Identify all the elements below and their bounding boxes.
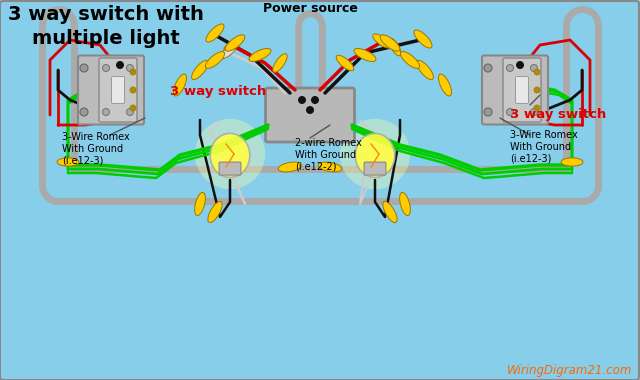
FancyBboxPatch shape	[503, 58, 541, 122]
Circle shape	[506, 109, 513, 116]
Polygon shape	[561, 158, 583, 166]
Text: 3 way switch: 3 way switch	[510, 108, 606, 121]
Circle shape	[116, 61, 124, 69]
Polygon shape	[372, 34, 391, 48]
Circle shape	[102, 65, 109, 71]
Polygon shape	[417, 60, 433, 79]
Circle shape	[298, 96, 306, 104]
Circle shape	[311, 96, 319, 104]
Polygon shape	[173, 74, 186, 96]
Polygon shape	[205, 52, 225, 68]
Polygon shape	[438, 74, 451, 96]
Ellipse shape	[355, 133, 395, 177]
Polygon shape	[380, 35, 400, 51]
FancyBboxPatch shape	[111, 76, 125, 103]
Polygon shape	[195, 193, 205, 215]
Circle shape	[534, 69, 540, 75]
Circle shape	[80, 64, 88, 72]
FancyBboxPatch shape	[78, 55, 144, 125]
Text: 3-Wire Romex
With Ground
(i.e12-3): 3-Wire Romex With Ground (i.e12-3)	[62, 132, 130, 165]
Polygon shape	[399, 193, 410, 215]
Circle shape	[195, 119, 265, 189]
Polygon shape	[220, 45, 236, 59]
Text: WiringDigram21.com: WiringDigram21.com	[507, 364, 632, 377]
Circle shape	[102, 109, 109, 116]
Polygon shape	[273, 54, 287, 72]
Circle shape	[130, 105, 136, 111]
FancyBboxPatch shape	[99, 58, 137, 122]
FancyBboxPatch shape	[515, 76, 529, 103]
Circle shape	[340, 119, 410, 189]
FancyBboxPatch shape	[266, 88, 355, 142]
Circle shape	[484, 108, 492, 116]
Circle shape	[130, 87, 136, 93]
Text: 2-wire Romex
With Ground
(i.e12-2): 2-wire Romex With Ground (i.e12-2)	[295, 138, 362, 171]
Text: Power source: Power source	[262, 2, 357, 15]
Circle shape	[130, 69, 136, 75]
Polygon shape	[225, 35, 244, 51]
Polygon shape	[336, 55, 354, 71]
Circle shape	[127, 109, 134, 116]
Circle shape	[534, 105, 540, 111]
Circle shape	[506, 65, 513, 71]
FancyBboxPatch shape	[364, 162, 386, 175]
Circle shape	[531, 109, 538, 116]
Polygon shape	[383, 201, 397, 223]
Circle shape	[484, 64, 492, 72]
Polygon shape	[223, 38, 242, 52]
Polygon shape	[354, 49, 376, 62]
Circle shape	[80, 108, 88, 116]
Polygon shape	[318, 162, 342, 172]
Polygon shape	[206, 24, 224, 42]
Circle shape	[534, 87, 540, 93]
FancyBboxPatch shape	[219, 162, 241, 175]
Polygon shape	[208, 201, 222, 223]
Polygon shape	[249, 49, 271, 62]
Text: 3-Wire Romex
With Ground
(i.e12-3): 3-Wire Romex With Ground (i.e12-3)	[510, 130, 578, 163]
Text: 3 way switch with
multiple light: 3 way switch with multiple light	[8, 5, 204, 48]
Text: 3 way switch: 3 way switch	[170, 85, 266, 98]
Circle shape	[127, 65, 134, 71]
FancyBboxPatch shape	[482, 55, 548, 125]
Circle shape	[306, 106, 314, 114]
Polygon shape	[389, 38, 401, 56]
Polygon shape	[401, 52, 420, 68]
Circle shape	[516, 61, 524, 69]
Polygon shape	[278, 162, 302, 172]
Polygon shape	[57, 158, 79, 166]
Polygon shape	[191, 60, 209, 79]
Circle shape	[531, 65, 538, 71]
Polygon shape	[414, 30, 432, 48]
Ellipse shape	[210, 133, 250, 177]
